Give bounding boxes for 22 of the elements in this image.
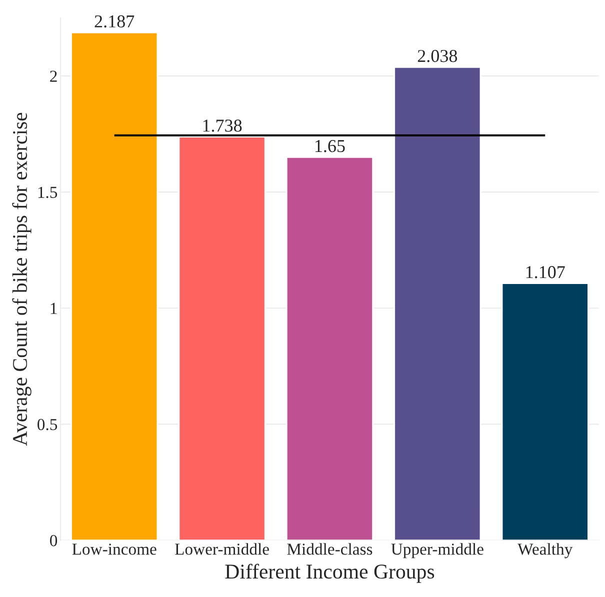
data-label: 2.038	[418, 50, 458, 62]
data-label: 2.187	[94, 15, 134, 28]
x-axis-title: Different Income Groups	[225, 564, 434, 583]
y-tick-label: 0	[50, 534, 58, 546]
y-axis-title: Average Count of bike trips for exercise	[12, 112, 32, 446]
x-tick-label: Wealthy	[518, 543, 573, 558]
bar	[501, 282, 589, 540]
data-label: 1.65	[316, 140, 345, 152]
y-tick-label: 1	[50, 302, 57, 314]
y-tick-label: 0.5	[38, 418, 58, 430]
y-tick-label: 2	[50, 70, 57, 82]
x-tick-label: Lower-middle	[175, 543, 269, 555]
x-tick-label: Low-income	[72, 544, 156, 555]
bar	[286, 156, 374, 540]
y-tick-label: 1.5	[38, 186, 58, 198]
bar	[70, 32, 158, 540]
bar	[394, 66, 482, 540]
x-tick-label: Middle-class	[287, 543, 372, 555]
bar	[178, 136, 266, 540]
data-label: 1.107	[526, 266, 565, 278]
data-label: 1.738	[203, 120, 242, 132]
x-tick-label: Upper-middle	[391, 543, 484, 558]
